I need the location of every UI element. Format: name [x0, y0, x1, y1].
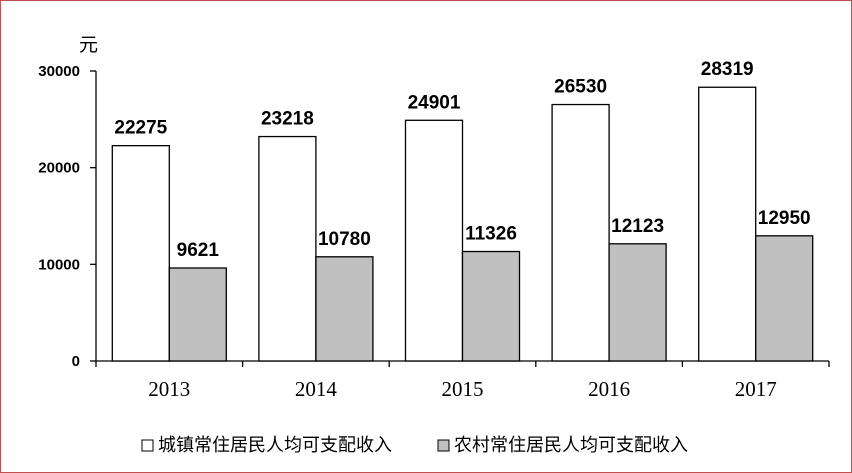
bar-urban — [111, 145, 170, 362]
bar-rural — [168, 267, 227, 362]
x-tick-label: 2015 — [442, 377, 484, 401]
y-axis-unit-label: 元 — [79, 34, 98, 56]
bar-rural — [608, 243, 667, 362]
x-tick-label: 2014 — [295, 377, 338, 401]
x-tick-label: 2013 — [148, 377, 190, 401]
data-label: 9621 — [177, 240, 220, 261]
data-label: 24901 — [408, 92, 461, 113]
data-label: 12950 — [758, 208, 811, 229]
y-tick-label: 10000 — [38, 256, 80, 273]
data-label: 10780 — [318, 229, 371, 250]
x-tick-label: 2016 — [588, 377, 630, 401]
y-tick-label: 20000 — [38, 160, 80, 177]
data-label: 28319 — [701, 59, 754, 80]
bar-rural — [755, 235, 814, 362]
bars — [111, 86, 814, 362]
legend-label-rural: 农村常住居民人均可支配收入 — [454, 435, 688, 456]
bar-urban — [258, 135, 317, 362]
data-label: 26530 — [554, 77, 607, 98]
bar-urban — [551, 103, 610, 362]
x-tick-label: 2017 — [735, 377, 777, 401]
y-tick-label: 30000 — [38, 63, 80, 80]
legend-swatch-urban — [141, 439, 154, 452]
legend: 城镇常住居民人均可支配收入 农村常住居民人均可支配收入 — [141, 435, 688, 456]
axes: 0 10000 20000 30000 2013 2014 2015 2016 2017 — [38, 63, 830, 401]
bar-rural — [461, 250, 521, 362]
data-label: 23218 — [261, 109, 314, 130]
legend-label-urban: 城镇常住居民人均可支配收入 — [158, 435, 392, 456]
data-label: 11326 — [465, 224, 517, 245]
data-labels: 22275 9621 23218 10780 24901 11326 26530 12123 2… — [114, 59, 810, 261]
y-tick-label: 0 — [72, 353, 80, 370]
bar-urban — [404, 119, 464, 362]
data-label: 22275 — [114, 118, 167, 139]
data-label: 12123 — [611, 216, 664, 237]
bar-rural — [315, 256, 374, 362]
legend-swatch-rural — [437, 439, 450, 452]
bar-urban — [698, 86, 757, 362]
